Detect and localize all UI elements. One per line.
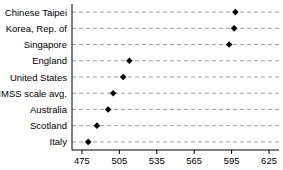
x-tick: [269, 150, 270, 154]
category-label: TIMSS scale avg.: [0, 88, 67, 99]
category-label: Chinese Taipei: [5, 7, 67, 18]
x-tick: [81, 150, 82, 154]
category-label: England: [32, 55, 67, 66]
data-point: [110, 90, 117, 97]
x-tick-label: 625: [261, 155, 277, 166]
data-point: [85, 139, 92, 146]
y-axis-line: [72, 4, 73, 150]
category-label: Singapore: [24, 39, 67, 50]
category-label: United States: [10, 72, 67, 83]
grid-line: [72, 44, 279, 45]
category-label: Scotland: [30, 120, 67, 131]
grid-line: [72, 109, 279, 110]
data-point: [232, 9, 239, 16]
x-tick-label: 475: [74, 155, 90, 166]
x-tick-label: 535: [149, 155, 165, 166]
x-tick-label: 565: [186, 155, 202, 166]
grid-line: [72, 141, 279, 142]
grid-line: [72, 77, 279, 78]
grid-line: [72, 93, 279, 94]
marks: [85, 9, 239, 145]
x-tick-label: 595: [224, 155, 240, 166]
x-tick-label: 505: [111, 155, 127, 166]
x-tick: [156, 150, 157, 154]
data-point: [120, 74, 127, 81]
data-point: [94, 122, 101, 129]
x-tick: [119, 150, 120, 154]
data-point: [126, 57, 133, 64]
grid-line: [72, 125, 279, 126]
data-point: [231, 25, 238, 32]
grid-line: [72, 60, 279, 61]
data-point: [226, 41, 233, 48]
data-point: [105, 106, 112, 113]
grid-line: [72, 12, 279, 13]
x-axis-line: [72, 150, 279, 151]
x-tick: [194, 150, 195, 154]
category-label: Korea, Rep. of: [6, 23, 68, 34]
x-tick: [231, 150, 232, 154]
category-label: Italy: [50, 136, 68, 147]
grid-line: [72, 28, 279, 29]
category-label: Australia: [30, 104, 68, 115]
